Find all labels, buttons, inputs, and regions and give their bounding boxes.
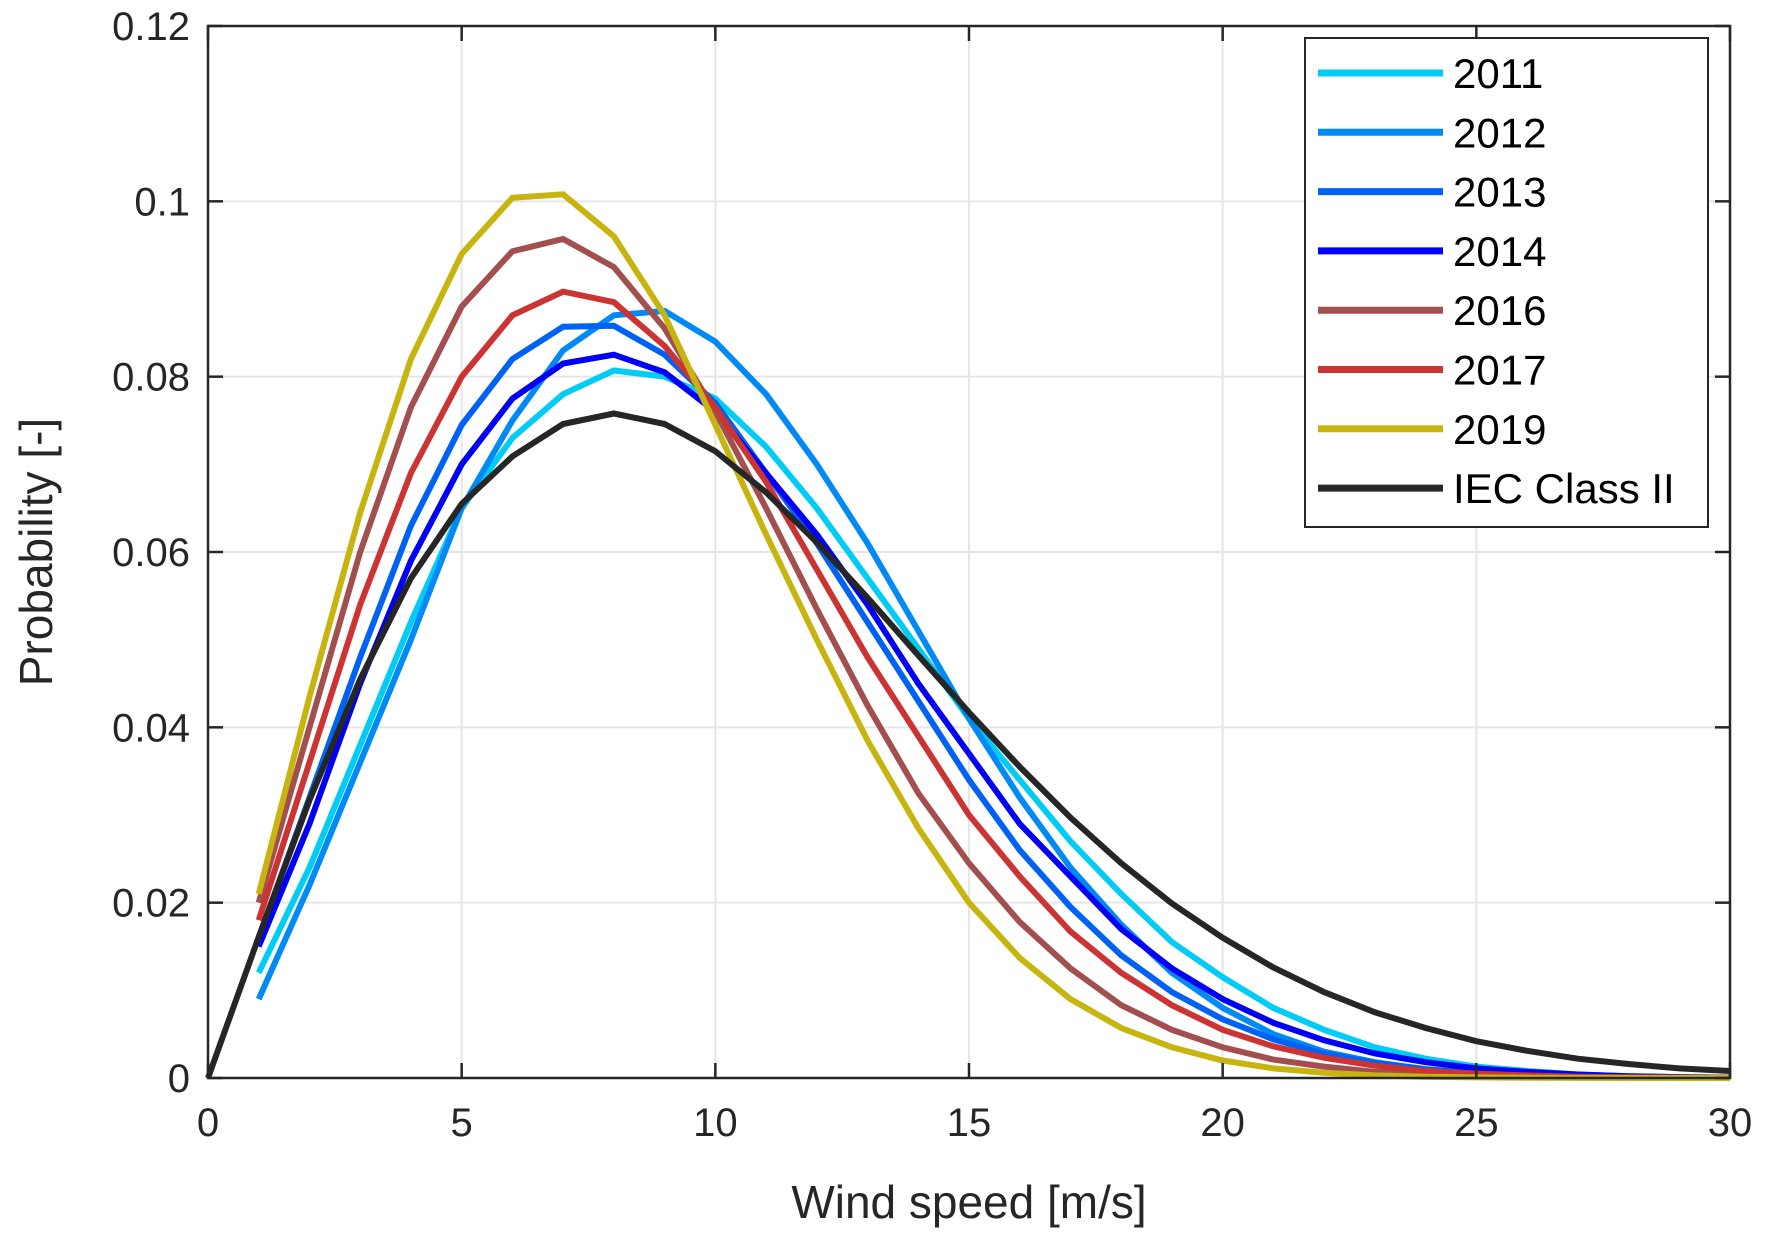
- x-tick-label: 10: [693, 1101, 738, 1145]
- y-tick-label: 0.02: [112, 882, 190, 926]
- legend-label: 2019: [1453, 406, 1546, 453]
- x-tick-label: 20: [1200, 1101, 1245, 1145]
- series-line-iec-class-ii: [205, 410, 1731, 1080]
- legend-label: 2013: [1453, 169, 1546, 216]
- y-tick-label: 0.04: [112, 706, 190, 750]
- legend-label: IEC Class II: [1453, 465, 1675, 512]
- y-tick-label: 0.08: [112, 356, 190, 400]
- x-axis-label: Wind speed [m/s]: [791, 1176, 1146, 1228]
- axis-ticks: [206, 24, 1732, 1080]
- y-tick-label: 0: [168, 1057, 190, 1101]
- series-line-2014: [255, 351, 1731, 1081]
- y-tick-label: 0.06: [112, 531, 190, 575]
- y-tick-label: 0.12: [112, 5, 190, 49]
- legend: 2011 2012 2013 2014 2016 2017 2019 IEC Class II: [1304, 37, 1709, 528]
- x-tick-label: 15: [947, 1101, 992, 1145]
- legend-label: 2014: [1453, 228, 1546, 275]
- x-tick-label: 5: [451, 1101, 473, 1145]
- legend-box: [1304, 37, 1709, 528]
- x-tick-label: 0: [197, 1101, 219, 1145]
- legend-label: 2017: [1453, 347, 1546, 394]
- x-tick-label: 30: [1708, 1101, 1753, 1145]
- x-tick-labels: 0 5 10 15 20 25 30: [197, 1101, 1752, 1145]
- legend-label: 2016: [1453, 287, 1546, 334]
- y-tick-labels: 0 0.02 0.04 0.06 0.08 0.1 0.12: [112, 5, 190, 1101]
- y-axis-label: Probability [-]: [10, 418, 62, 686]
- legend-label: 2011: [1453, 50, 1543, 97]
- legend-label: 2012: [1453, 109, 1546, 156]
- series-lines: [205, 191, 1731, 1081]
- x-tick-label: 25: [1454, 1101, 1499, 1145]
- y-tick-label: 0.1: [134, 180, 190, 224]
- series-line-2017: [255, 288, 1731, 1081]
